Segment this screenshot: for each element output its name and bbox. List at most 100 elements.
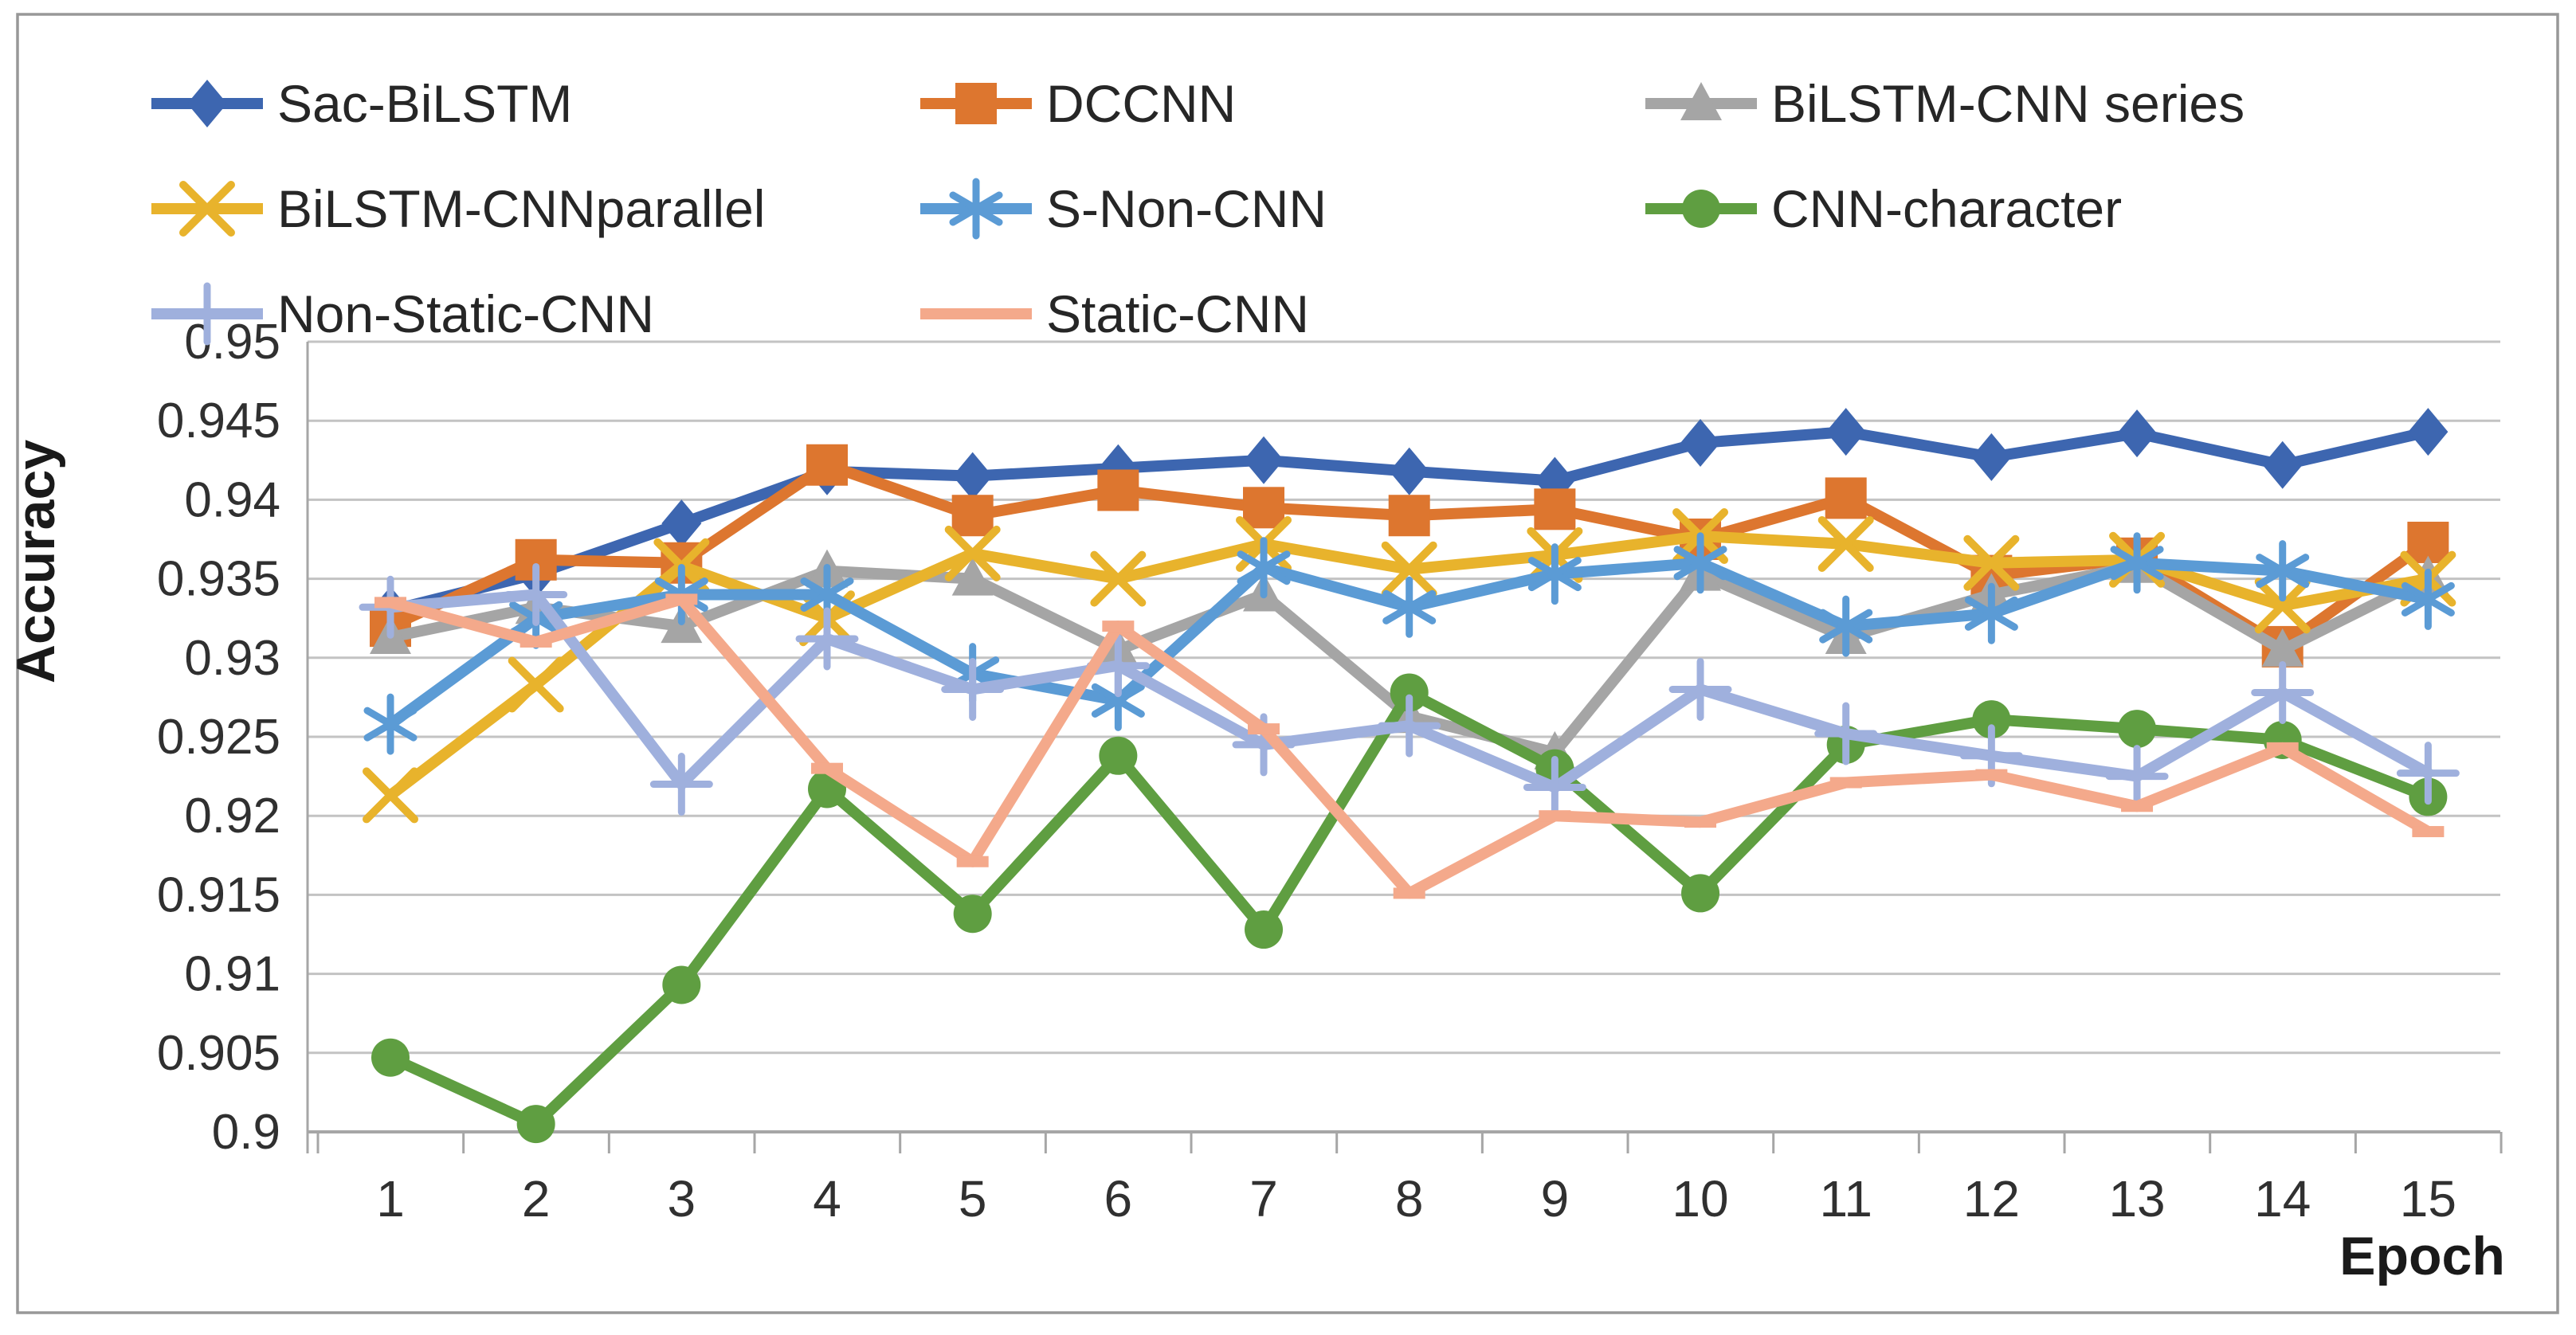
dash-marker-pt2 xyxy=(520,636,552,648)
triangle-marker-legend3 xyxy=(1680,82,1722,120)
series-line-6 xyxy=(385,687,2434,1130)
plus-marker-pt5 xyxy=(941,657,1005,721)
asterisk-marker-legend5 xyxy=(949,178,1003,240)
plus-marker-pt15 xyxy=(2396,742,2460,805)
x-marker-pt11 xyxy=(1817,515,1874,572)
x-tick-label: 2 xyxy=(522,1170,551,1227)
x-tick-label: 3 xyxy=(668,1170,696,1227)
x-tick-label: 10 xyxy=(1672,1170,1728,1227)
dash-marker-pt4 xyxy=(811,762,844,774)
legend-item: S-Non-CNN xyxy=(920,179,1327,238)
circle-marker-pt12 xyxy=(1972,700,2011,739)
x-tick-label: 8 xyxy=(1395,1170,1424,1227)
x-tick-label: 1 xyxy=(376,1170,405,1227)
x-marker-pt6 xyxy=(1090,550,1147,607)
asterisk-marker-pt8 xyxy=(1382,576,1437,638)
circle-marker-pt6 xyxy=(1099,736,1138,775)
diamond-marker-pt13 xyxy=(2117,409,2158,458)
y-axis-title: Accuracy xyxy=(6,440,66,683)
dash-marker-pt6 xyxy=(1102,621,1135,632)
asterisk-marker-pt15 xyxy=(2401,568,2455,630)
square-marker-pt9 xyxy=(1534,488,1576,530)
diamond-marker-pt3 xyxy=(661,499,702,548)
square-marker-legend2 xyxy=(955,83,997,124)
legend-label: BiLSTM-CNNparallel xyxy=(277,179,765,238)
asterisk-marker-pt10 xyxy=(1673,532,1727,594)
diamond-marker-pt5 xyxy=(952,452,993,500)
plus-marker-pt2 xyxy=(504,562,568,626)
circle-marker-pt10 xyxy=(1681,874,1720,913)
dash-marker-pt12 xyxy=(1975,769,2008,781)
x-tick-label: 9 xyxy=(1541,1170,1570,1227)
x-marker-legend4 xyxy=(179,181,235,237)
circle-marker-pt5 xyxy=(953,895,992,934)
triangle-marker-pt14 xyxy=(2261,628,2304,667)
asterisk-marker-pt7 xyxy=(1237,537,1291,599)
asterisk-marker-pt9 xyxy=(1527,543,1582,605)
square-marker-pt7 xyxy=(1243,487,1285,529)
square-marker-pt8 xyxy=(1388,495,1430,537)
legend-label: S-Non-CNN xyxy=(1046,179,1327,238)
y-tick-label: 0.935 xyxy=(157,552,280,607)
dash-marker-pt14 xyxy=(2266,742,2299,754)
x-marker-pt5 xyxy=(944,525,1001,581)
y-tick-label: 0.9 xyxy=(212,1105,280,1160)
diamond-marker-pt10 xyxy=(1680,418,1721,467)
diamond-marker-pt8 xyxy=(1389,447,1429,495)
x-marker-pt14 xyxy=(2254,577,2311,634)
x-tick-label: 11 xyxy=(1819,1170,1872,1227)
dash-marker-pt8 xyxy=(1393,887,1425,899)
diamond-marker-pt12 xyxy=(1971,433,2012,481)
y-tick-label: 0.91 xyxy=(184,947,280,1002)
legend-label: DCCNN xyxy=(1046,74,1236,133)
diamond-marker-legend1 xyxy=(187,80,227,127)
y-tick-label: 0.925 xyxy=(157,710,280,765)
dash-marker-pt11 xyxy=(1829,777,1862,789)
asterisk-marker-pt14 xyxy=(2256,540,2310,602)
y-tick-label: 0.945 xyxy=(157,393,280,448)
square-marker-pt6 xyxy=(1097,469,1139,511)
dash-marker-pt9 xyxy=(1539,810,1571,822)
x-tick-label: 13 xyxy=(2108,1170,2165,1227)
diamond-marker-pt7 xyxy=(1244,436,1284,484)
plus-marker-legend7 xyxy=(175,282,239,346)
x-marker-pt1 xyxy=(363,767,418,824)
legend-label: Non-Static-CNN xyxy=(277,284,654,343)
asterisk-marker-pt1 xyxy=(363,693,418,755)
y-tick-label: 0.905 xyxy=(157,1026,280,1081)
x-tick-label: 7 xyxy=(1249,1170,1278,1227)
dash-marker-pt5 xyxy=(956,855,989,867)
x-tick-label: 15 xyxy=(2400,1170,2456,1227)
circle-marker-pt7 xyxy=(1245,910,1284,949)
diamond-marker-pt11 xyxy=(1825,408,1866,456)
square-marker-pt4 xyxy=(806,444,849,486)
asterisk-marker-pt13 xyxy=(2110,532,2164,594)
asterisk-marker-pt12 xyxy=(1964,582,2018,644)
dash-marker-pt13 xyxy=(2121,801,2154,812)
circle-marker-pt1 xyxy=(371,1038,410,1077)
x-tick-label: 5 xyxy=(959,1170,987,1227)
legend-item: DCCNN xyxy=(920,74,1236,133)
chart-frame xyxy=(16,13,2559,1314)
x-marker-pt12 xyxy=(1963,534,2020,591)
x-tick-label: 6 xyxy=(1104,1170,1133,1227)
diamond-marker-pt15 xyxy=(2408,408,2449,456)
x-tick-label: 14 xyxy=(2254,1170,2311,1227)
legend-item: BiLSTM-CNN series xyxy=(1645,74,2245,133)
dash-marker-legend8 xyxy=(960,308,992,319)
legend-item: CNN-character xyxy=(1645,179,2122,238)
square-marker-pt11 xyxy=(1825,477,1867,519)
circle-marker-pt3 xyxy=(662,965,701,1004)
plus-marker-pt3 xyxy=(649,753,713,816)
x-tick-label: 4 xyxy=(813,1170,841,1227)
x-tick-label: 12 xyxy=(1963,1170,2020,1227)
plus-marker-pt8 xyxy=(1378,694,1441,758)
y-tick-label: 0.93 xyxy=(184,631,280,686)
diamond-marker-pt14 xyxy=(2262,440,2303,489)
legend-item: Non-Static-CNN xyxy=(151,284,654,343)
dash-marker-pt1 xyxy=(374,597,406,609)
dash-marker-pt15 xyxy=(2412,826,2445,838)
legend-label: Sac-BiLSTM xyxy=(277,74,572,133)
y-tick-label: 0.95 xyxy=(184,315,280,370)
